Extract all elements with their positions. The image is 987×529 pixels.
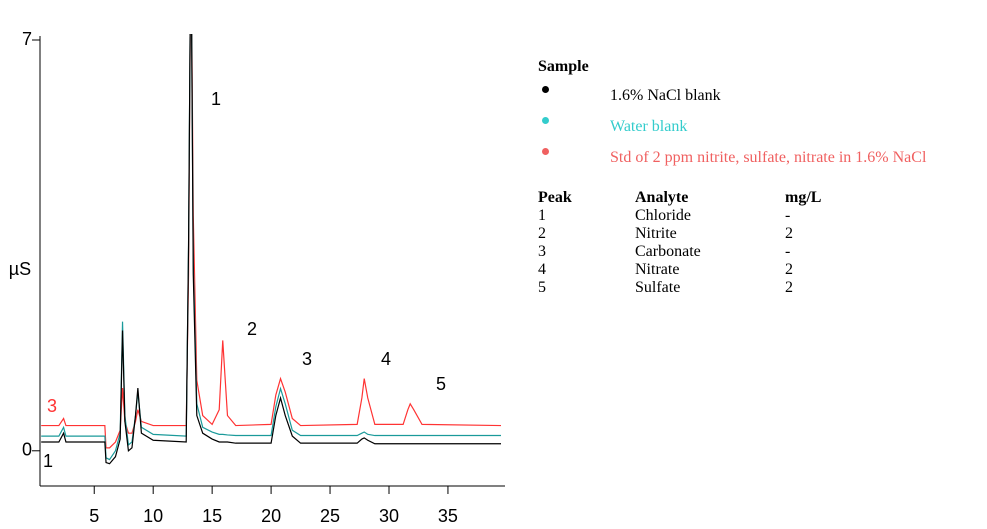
legend-entry: Water blank — [538, 117, 978, 136]
legend-entry: 1.6% NaCl blank — [538, 86, 978, 105]
x-tick-label: 25 — [320, 506, 340, 526]
peak-label: 5 — [436, 374, 446, 394]
table-cell: 2 — [785, 225, 793, 242]
table-row: 5 Sulfate 2 — [538, 279, 821, 297]
table-cell: 5 — [538, 279, 546, 296]
legend-label: Std of 2 ppm nitrite, sulfate, nitrate i… — [610, 149, 927, 166]
x-tick-label: 35 — [438, 506, 458, 526]
table-cell: 2 — [785, 279, 793, 296]
legend-entry: Std of 2 ppm nitrite, sulfate, nitrate i… — [538, 148, 978, 167]
table-header: Analyte — [635, 189, 689, 206]
peak-label: 3 — [302, 349, 312, 369]
table-header: Peak — [538, 189, 572, 206]
table-row: 4 Nitrate 2 — [538, 261, 821, 279]
table-cell: Nitrate — [635, 261, 680, 278]
trace — [41, 34, 501, 465]
table-cell: - — [785, 243, 791, 260]
x-tick-label: 15 — [202, 506, 222, 526]
y-tick-label: 0 — [22, 440, 32, 460]
peak-label: 4 — [381, 349, 391, 369]
legend-title: Sample — [538, 58, 589, 75]
trace — [41, 34, 502, 449]
table-cell: Nitrite — [635, 225, 677, 242]
table-row: 1 Chloride - — [538, 207, 821, 225]
table-cell: 4 — [538, 261, 546, 278]
table-header: mg/L — [785, 189, 822, 206]
legend-label: Water blank — [610, 118, 688, 135]
y-axis-label: µS — [9, 259, 31, 279]
peak-table: Peak Analyte mg/L 1 Chloride -2 Nitrite 2 3 Carbo… — [538, 189, 821, 297]
trace-label: 1 — [43, 451, 53, 471]
legend-label: 1.6% NaCl blank — [610, 87, 721, 104]
table-cell: Chloride — [635, 207, 691, 224]
x-tick-label: 5 — [89, 506, 99, 526]
table-cell: Carbonate — [635, 243, 701, 260]
table-row: 2 Nitrite 2 — [538, 225, 821, 243]
table-cell: 3 — [538, 243, 546, 260]
table-cell: 2 — [785, 261, 793, 278]
trace — [41, 34, 501, 461]
legend-marker — [542, 86, 549, 93]
table-row: 3 Carbonate - — [538, 243, 821, 261]
legend: Sample 1.6% NaCl blank Water blank Std of … — [538, 58, 978, 297]
y-tick-label: 7 — [22, 29, 32, 49]
x-tick-label: 30 — [379, 506, 399, 526]
table-cell: - — [785, 207, 791, 224]
x-tick-label: 20 — [261, 506, 281, 526]
x-tick-label: 10 — [143, 506, 163, 526]
peak-label: 2 — [247, 319, 257, 339]
table-cell: 2 — [538, 225, 546, 242]
legend-marker — [542, 148, 549, 155]
legend-marker — [542, 117, 549, 124]
table-cell: Sulfate — [635, 279, 681, 296]
trace-label: 3 — [47, 396, 57, 416]
table-cell: 1 — [538, 207, 546, 224]
peak-label: 1 — [211, 89, 221, 109]
